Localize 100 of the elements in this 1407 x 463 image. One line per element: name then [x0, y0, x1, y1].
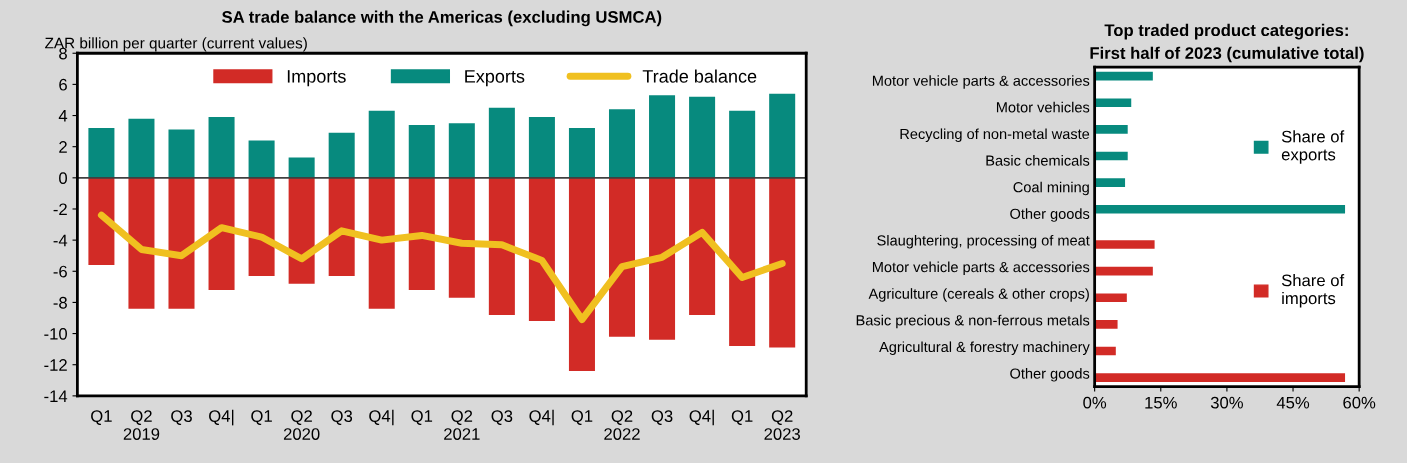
bar: [1094, 178, 1126, 187]
bar: [168, 177, 195, 309]
bar: [1094, 125, 1128, 134]
bar: [328, 132, 355, 178]
bar: [769, 93, 796, 178]
y-tick-label: Recycling of non-metal waste: [900, 128, 1090, 142]
y-tick-label: -4: [53, 234, 68, 247]
bar: [448, 123, 475, 178]
y-tick-label: 0: [59, 172, 68, 185]
x-tick-label: 60%: [1343, 396, 1376, 409]
x-tick-label: 45%: [1276, 396, 1310, 409]
bar: [88, 128, 115, 178]
bar: [128, 177, 155, 309]
x-tick-label: Q3: [651, 410, 673, 425]
y-tick-label: -10: [44, 327, 68, 340]
x-tick-label: Q1: [571, 410, 593, 425]
bar: [328, 177, 355, 276]
bar: [248, 140, 275, 178]
y-tick-label: Slaughtering, processing of meat: [877, 234, 1090, 249]
bar: [128, 118, 155, 178]
y-tick-label: 6: [59, 78, 67, 91]
bar: [689, 96, 716, 178]
y-tick-label: Agricultural & forestry machinery: [879, 341, 1090, 355]
bar: [488, 177, 515, 315]
y-tick-label: -6: [53, 265, 67, 278]
bar: [288, 177, 315, 284]
x-tick-label: Q2 2020: [283, 410, 320, 440]
x-tick-label: Q4|: [689, 409, 714, 426]
y-tick-label: Motor vehicle parts & accessories: [872, 75, 1090, 89]
y-tick-label: -14: [44, 390, 68, 402]
x-tick-label: 0%: [1083, 396, 1107, 409]
y-tick-label: Basic precious & non-ferrous metals: [856, 314, 1090, 329]
bar: [368, 110, 395, 178]
bar: [528, 117, 555, 178]
x-tick-label: Q3: [491, 410, 513, 425]
y-tick-label: 2: [59, 141, 67, 153]
bar: [689, 177, 716, 315]
x-tick-label: Q4|: [369, 409, 394, 426]
bar: [368, 177, 395, 309]
y-tick-label: -8: [53, 296, 67, 309]
x-tick-label: Q4|: [209, 409, 234, 426]
y-tick-label: 4: [58, 110, 68, 122]
bar: [608, 109, 636, 178]
legend-label: Share of imports: [1281, 274, 1345, 308]
x-tick-label: Q1: [411, 410, 433, 425]
x-tick-label: Q1: [731, 410, 753, 425]
bar: [208, 177, 235, 290]
bar: [168, 129, 195, 178]
x-tick-label: Q4|: [529, 409, 554, 426]
x-tick-label: Q3: [331, 410, 353, 425]
y-tick-label: Motor vehicle parts & accessories: [872, 261, 1090, 276]
y-tick-label: Other goods: [1010, 368, 1090, 382]
x-tick-label: 30%: [1210, 396, 1243, 409]
x-tick-label: 15%: [1145, 396, 1177, 409]
legend-label: Trade balance: [642, 69, 757, 83]
bar: [1094, 151, 1128, 161]
bar: [88, 177, 115, 266]
chart-title: Top traded product categories: First half of 2023 (cumulative total): [1090, 23, 1364, 63]
bar: [288, 157, 315, 178]
x-tick-label: Q2 2023: [764, 410, 800, 440]
y-tick-label: Basic chemicals: [986, 155, 1090, 166]
bar: [1094, 98, 1132, 108]
x-tick-label: Q1: [251, 410, 272, 425]
x-tick-label: Q1: [91, 410, 112, 425]
legend-label: Imports: [287, 70, 346, 87]
bar: [1094, 266, 1153, 276]
y-tick-label: Agriculture (cereals & other crops): [868, 288, 1089, 302]
x-tick-label: Q3: [171, 410, 192, 425]
bar: [408, 124, 435, 178]
bar: [248, 177, 275, 276]
bar: [448, 177, 475, 298]
chart-title: SA trade balance with the Americas (excluding USMCA): [222, 10, 662, 27]
legend-label: Share of exports: [1281, 130, 1345, 164]
bar: [208, 117, 235, 178]
bar: [729, 177, 756, 347]
bar: [1094, 71, 1153, 81]
x-tick-label: Q2 2022: [604, 410, 640, 440]
bar: [1094, 240, 1155, 249]
bar: [568, 128, 595, 178]
bar: [649, 177, 676, 340]
x-tick-label: Q2 2021: [444, 410, 480, 440]
y-tick-label: -12: [44, 359, 67, 371]
legend-label: Exports: [465, 70, 525, 87]
bar: [488, 107, 515, 178]
bar: [1094, 320, 1118, 329]
y-tick-label: Coal mining: [1013, 181, 1089, 196]
bar: [649, 95, 676, 178]
bar: [528, 177, 555, 322]
bar: [568, 177, 595, 371]
y-tick-label: Motor vehicles: [996, 101, 1090, 113]
x-tick-label: Q2 2019: [123, 410, 160, 440]
bar: [729, 110, 756, 178]
bar: [608, 177, 636, 337]
bar: [769, 177, 796, 348]
y-tick-label: -2: [53, 203, 67, 216]
bar: [1094, 373, 1346, 382]
bar: [408, 177, 435, 290]
y-tick-label: Other goods: [1010, 208, 1090, 222]
bar: [1094, 293, 1127, 303]
bar: [1094, 204, 1346, 214]
